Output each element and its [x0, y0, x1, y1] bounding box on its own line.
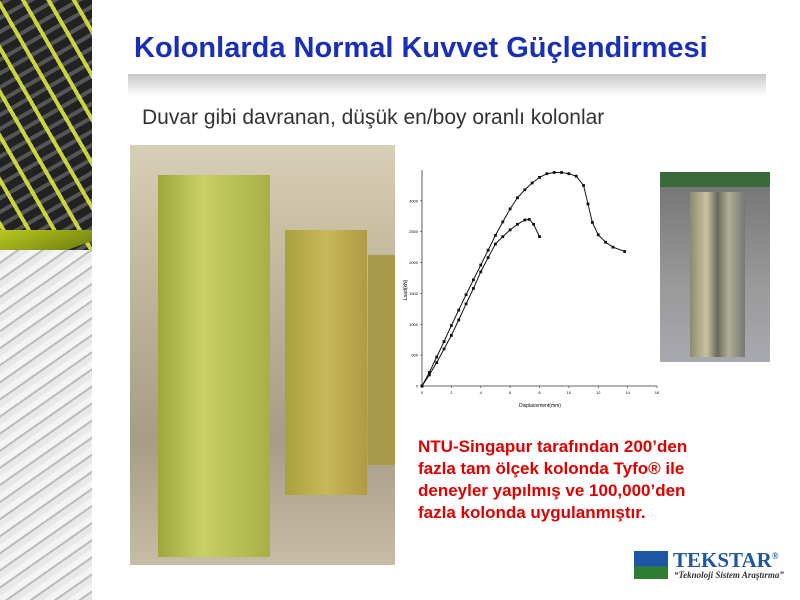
info-line: fazla tam ölçek kolonda Tyfo® ile: [418, 459, 685, 478]
data-point: [464, 293, 468, 297]
data-point: [623, 250, 627, 253]
x-tick-label: 8: [538, 390, 541, 395]
data-point: [449, 324, 453, 327]
y-tick-label: 1000: [409, 322, 419, 327]
data-point: [427, 373, 431, 377]
data-point: [523, 218, 527, 222]
x-tick-label: 2: [450, 390, 453, 395]
column-closeup-photo: [660, 172, 770, 362]
wrapped-column: [690, 192, 745, 357]
data-point: [574, 174, 578, 178]
wrapped-column: [158, 175, 270, 557]
data-point: [457, 308, 461, 312]
data-point: [464, 302, 468, 306]
data-point: [508, 207, 512, 211]
load-displacement-chart: 0 2 4 6 8 10 12 14 16 0 500 1000 1500 2000 2500 3000 Di…: [403, 170, 660, 409]
data-point: [427, 371, 431, 374]
data-point: [449, 333, 453, 337]
wrapped-column: [285, 230, 367, 495]
data-point: [494, 242, 497, 246]
x-tick-label: 14: [625, 390, 630, 395]
data-point: [560, 171, 563, 174]
info-line: deneyler yapılmış ve 100,000’den: [418, 481, 686, 500]
info-line: fazla kolonda uygulanmıştır.: [418, 503, 646, 522]
data-point: [501, 235, 505, 239]
fabric-texture-image: [0, 250, 92, 600]
data-point: [604, 240, 607, 244]
y-tick-label: 500: [411, 353, 418, 358]
x-tick-label: 0: [421, 390, 424, 395]
series-line-2: [421, 218, 540, 387]
column-photo: [130, 145, 395, 565]
x-axis-label: Displacement(mm): [519, 403, 561, 409]
data-point: [538, 235, 541, 239]
x-tick-label: 12: [596, 390, 601, 395]
slide-subtitle: Duvar gibi davranan, düşük en/boy oranlı…: [142, 106, 605, 129]
data-point: [538, 176, 541, 179]
y-tick-label: 3000: [409, 198, 419, 203]
data-point: [457, 318, 461, 322]
logo-mark-icon: [634, 551, 668, 579]
data-point: [479, 263, 483, 267]
logo-name: TEKSTAR®: [673, 548, 779, 572]
data-point: [442, 340, 446, 343]
y-tick-label: 0: [416, 384, 419, 389]
y-tick-label: 2000: [409, 260, 419, 265]
x-tick-label: 6: [509, 390, 512, 395]
logo-tagline: “Teknoloji Sistem Araştırma”: [674, 570, 784, 580]
title-divider: [128, 74, 766, 96]
info-line: NTU-Singapur tarafından 200’den: [418, 437, 688, 456]
data-point: [472, 287, 475, 290]
x-tick-label: 10: [567, 390, 572, 395]
info-text: NTU-Singapur tarafından 200’den fazla ta…: [418, 436, 748, 524]
data-point: [532, 222, 536, 226]
y-axis-label: Load(kN): [403, 279, 409, 300]
y-tick-label: 2500: [409, 229, 419, 234]
data-point: [479, 270, 483, 274]
data-point: [545, 172, 549, 176]
x-tick-label: 16: [655, 390, 660, 395]
data-point: [523, 188, 527, 192]
data-point: [516, 222, 519, 226]
data-point: [420, 384, 424, 388]
data-point: [527, 217, 531, 221]
data-point: [567, 172, 571, 176]
series-line-1: [421, 171, 625, 387]
tekstar-logo: TEKSTAR® “Teknoloji Sistem Araştırma”: [634, 548, 794, 582]
data-point: [611, 245, 615, 249]
data-point: [530, 181, 534, 185]
data-point: [596, 233, 600, 237]
data-point: [508, 228, 512, 232]
data-point: [590, 221, 594, 224]
data-point: [486, 256, 490, 260]
x-tick-label: 4: [480, 390, 483, 395]
data-point: [486, 248, 490, 252]
data-point: [442, 347, 446, 351]
data-point: [516, 196, 519, 200]
data-point: [582, 184, 585, 187]
slide-title: Kolonlarda Normal Kuvvet Güçlendirmesi: [134, 32, 708, 64]
data-point: [472, 278, 475, 282]
data-point: [552, 171, 556, 174]
data-point: [494, 234, 497, 237]
wrapped-column: [368, 255, 395, 465]
y-tick-label: 1500: [409, 291, 419, 296]
data-point: [435, 355, 439, 359]
data-point: [501, 220, 505, 224]
data-point: [586, 202, 590, 206]
data-point: [435, 361, 439, 364]
